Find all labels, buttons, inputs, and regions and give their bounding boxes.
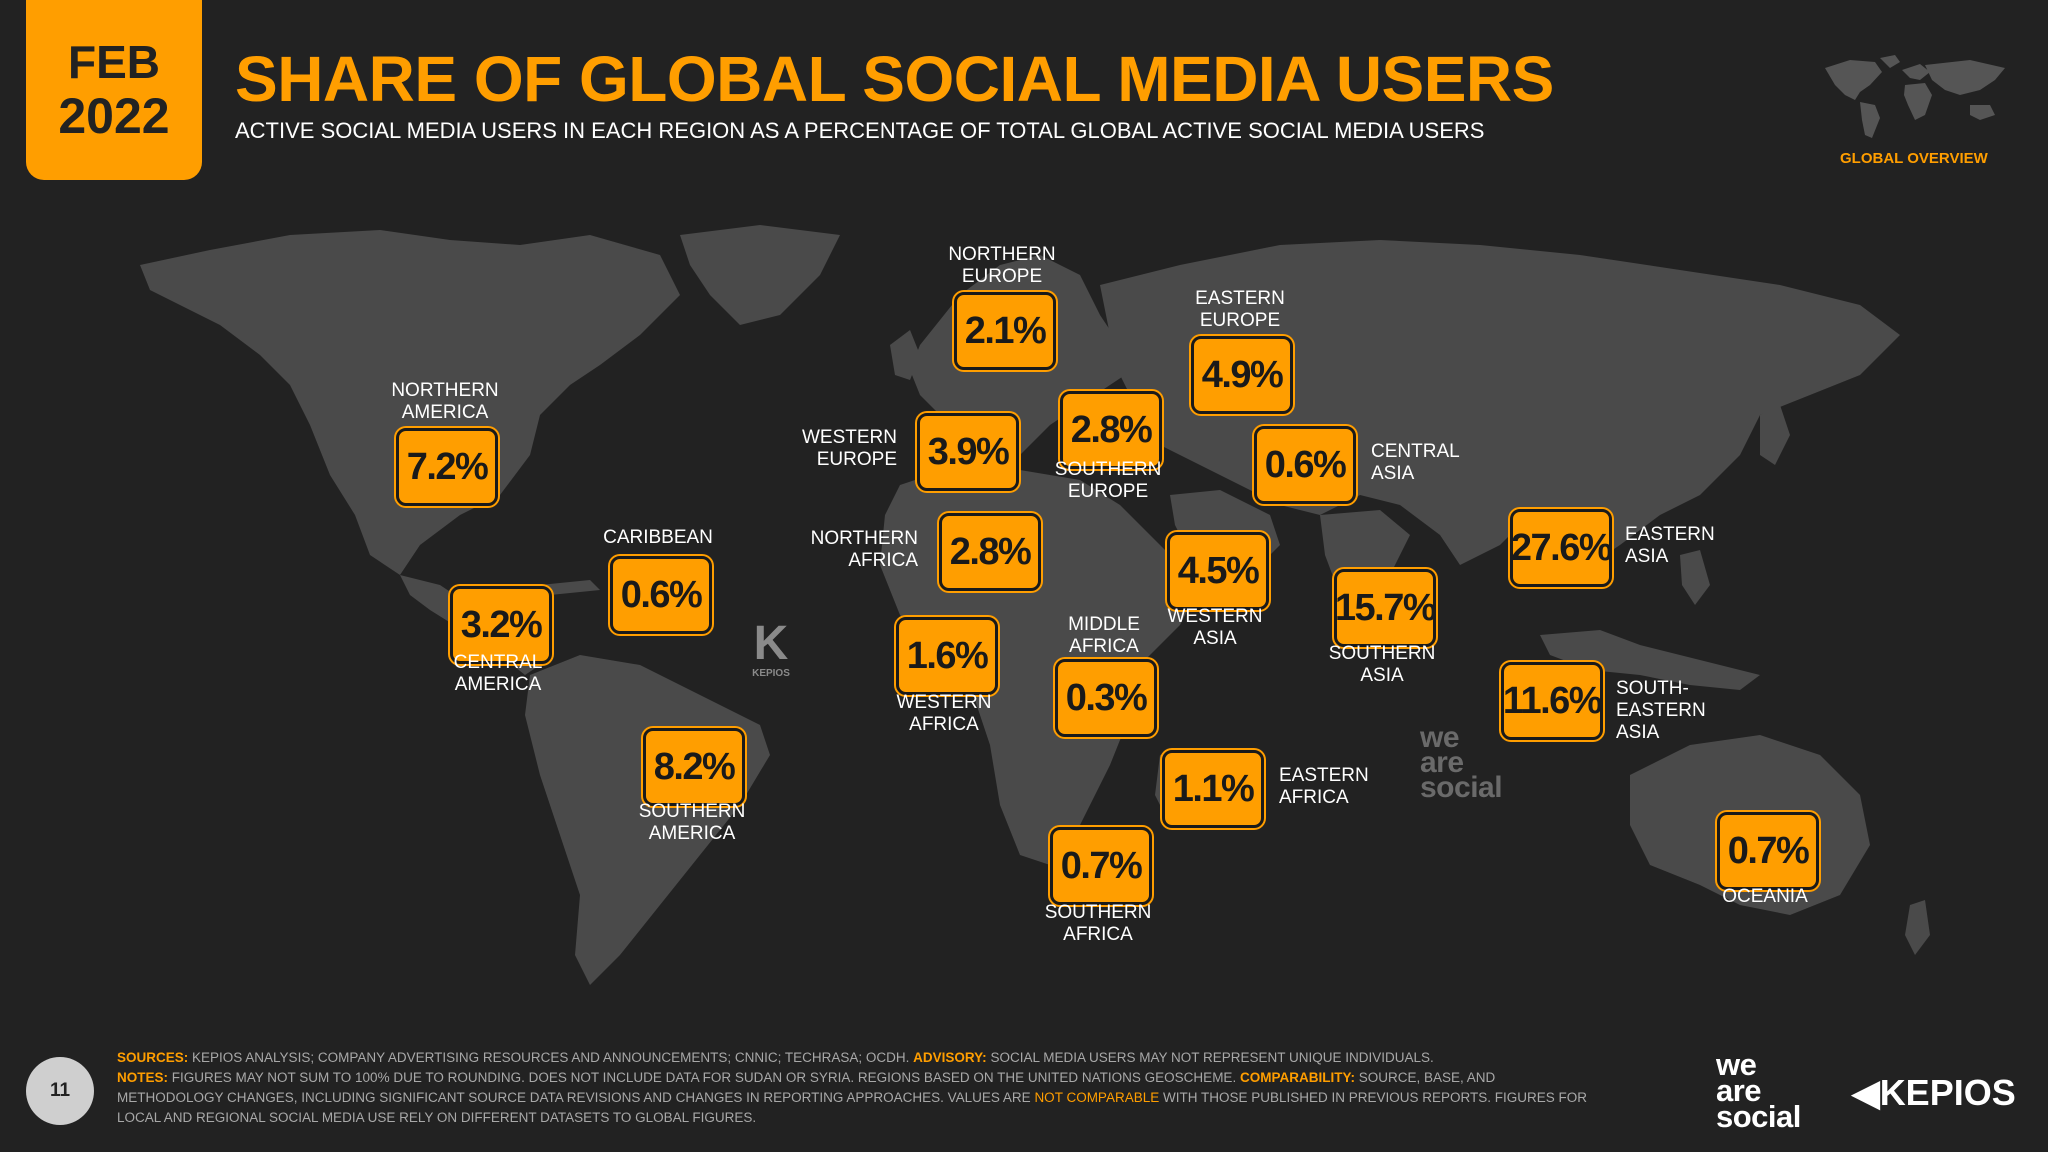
region-label-eastern-africa: EASTERN AFRICA: [1279, 765, 1369, 808]
region-value-eastern-asia: 27.6%: [1510, 509, 1613, 587]
region-value-central-asia: 0.6%: [1254, 426, 1356, 504]
region-label-western-europe: WESTERN EUROPE: [802, 427, 897, 470]
region-value-northern-africa: 2.8%: [939, 513, 1041, 591]
region-value-caribbean: 0.6%: [610, 556, 712, 634]
region-value-south-eastern-asia: 11.6%: [1501, 662, 1603, 740]
page-number: 11: [26, 1057, 94, 1125]
kepios-logo: ◀KEPIOS: [1852, 1072, 2016, 1113]
region-label-northern-africa: NORTHERN AFRICA: [810, 528, 918, 571]
new-zealand-landmass: [1905, 900, 1930, 955]
sea-islands-landmass: [1540, 630, 1760, 690]
global-overview-label: GLOBAL OVERVIEW: [1840, 150, 1988, 167]
region-value-eastern-africa: 1.1%: [1162, 750, 1264, 828]
date-badge: FEB 2022: [26, 0, 202, 180]
region-label-middle-africa: MIDDLE AFRICA: [1068, 614, 1140, 657]
region-label-south-eastern-asia: SOUTH-EASTERN ASIA: [1616, 678, 1706, 743]
date-month: FEB: [68, 36, 160, 88]
we-are-social-watermark: we are social: [1420, 721, 1503, 804]
kepios-watermark: K KEPIOS: [752, 617, 790, 680]
we-are-social-logo: we are social: [1716, 1047, 1801, 1134]
region-label-eastern-europe: EASTERN EUROPE: [1195, 288, 1285, 331]
region-value-northern-america: 7.2%: [396, 428, 498, 506]
region-value-southern-europe: 2.8%: [1060, 391, 1162, 469]
page-title: SHARE OF GLOBAL SOCIAL MEDIA USERS: [235, 43, 1554, 115]
region-label-southern-africa: SOUTHERN AFRICA: [1044, 902, 1152, 945]
caribbean-landmass: [540, 580, 600, 595]
region-label-central-america: CENTRAL AMERICA: [453, 652, 543, 695]
region-value-eastern-europe: 4.9%: [1191, 336, 1293, 414]
philippines-landmass: [1680, 550, 1710, 605]
region-label-northern-europe: NORTHERN EUROPE: [948, 244, 1056, 287]
region-label-caribbean: CARIBBEAN: [603, 527, 713, 548]
region-value-western-asia: 4.5%: [1167, 532, 1269, 610]
footer-notes: SOURCES: KEPIOS ANALYSIS; COMPANY ADVERT…: [117, 1050, 1588, 1125]
uk-landmass: [890, 330, 920, 380]
region-value-southern-asia: 15.7%: [1334, 569, 1437, 647]
region-value-southern-america: 8.2%: [643, 728, 745, 806]
world-map-icon: [1825, 55, 2005, 138]
page-subtitle: ACTIVE SOCIAL MEDIA USERS IN EACH REGION…: [235, 118, 1485, 143]
japan-landmass: [1760, 405, 1790, 465]
kepios-k-icon: ◀: [1852, 1072, 1880, 1113]
region-value-middle-africa: 0.3%: [1055, 659, 1157, 737]
region-label-western-africa: WESTERN AFRICA: [896, 692, 992, 735]
region-value-northern-europe: 2.1%: [954, 292, 1056, 370]
region-label-central-asia: CENTRAL ASIA: [1371, 441, 1460, 484]
region-label-southern-america: SOUTHERN AMERICA: [638, 801, 746, 844]
region-label-southern-asia: SOUTHERN ASIA: [1328, 643, 1436, 686]
region-value-western-europe: 3.9%: [917, 413, 1019, 491]
region-label-oceania: OCEANIA: [1722, 886, 1808, 907]
region-label-western-asia: WESTERN ASIA: [1167, 606, 1263, 649]
region-label-northern-america: NORTHERN AMERICA: [391, 380, 499, 423]
region-value-central-america: 3.2%: [450, 586, 552, 664]
region-value-oceania: 0.7%: [1717, 812, 1819, 890]
greenland-landmass: [680, 225, 840, 325]
date-year: 2022: [58, 88, 170, 144]
region-value-western-africa: 1.6%: [896, 617, 998, 695]
region-label-southern-europe: SOUTHERN EUROPE: [1054, 459, 1162, 502]
north-america-landmass: [140, 230, 680, 575]
region-value-southern-africa: 0.7%: [1050, 827, 1152, 905]
region-label-eastern-asia: EASTERN ASIA: [1625, 524, 1715, 567]
